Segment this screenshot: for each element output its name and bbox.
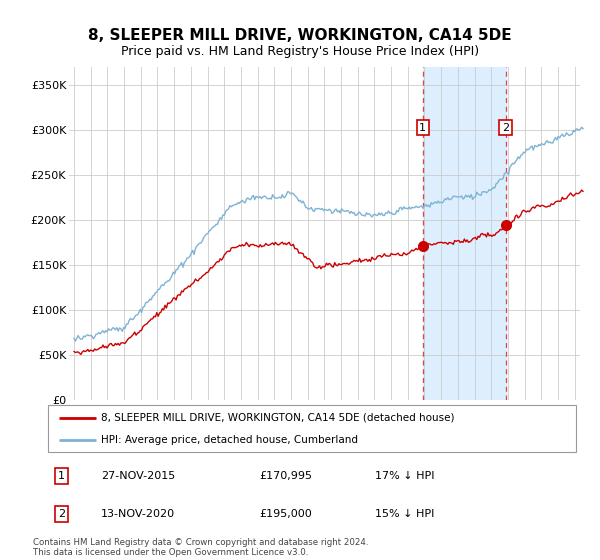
Text: 8, SLEEPER MILL DRIVE, WORKINGTON, CA14 5DE (detached house): 8, SLEEPER MILL DRIVE, WORKINGTON, CA14 … [101,413,454,423]
Text: 1: 1 [58,471,65,481]
FancyBboxPatch shape [48,405,576,452]
Text: 15% ↓ HPI: 15% ↓ HPI [376,508,435,519]
Text: Contains HM Land Registry data © Crown copyright and database right 2024.
This d: Contains HM Land Registry data © Crown c… [33,538,368,557]
Text: 8, SLEEPER MILL DRIVE, WORKINGTON, CA14 5DE: 8, SLEEPER MILL DRIVE, WORKINGTON, CA14 … [88,28,512,43]
Text: Price paid vs. HM Land Registry's House Price Index (HPI): Price paid vs. HM Land Registry's House … [121,45,479,58]
Text: 1: 1 [419,123,426,133]
Text: 17% ↓ HPI: 17% ↓ HPI [376,471,435,481]
Text: 2: 2 [502,123,509,133]
Bar [580,67,600,400]
Text: HPI: Average price, detached house, Cumberland: HPI: Average price, detached house, Cumb… [101,435,358,445]
Text: 13-NOV-2020: 13-NOV-2020 [101,508,175,519]
Text: £170,995: £170,995 [259,471,312,481]
Text: 27-NOV-2015: 27-NOV-2015 [101,471,175,481]
Text: £195,000: £195,000 [259,508,312,519]
Text: 2: 2 [58,508,65,519]
Bar [423,67,506,400]
